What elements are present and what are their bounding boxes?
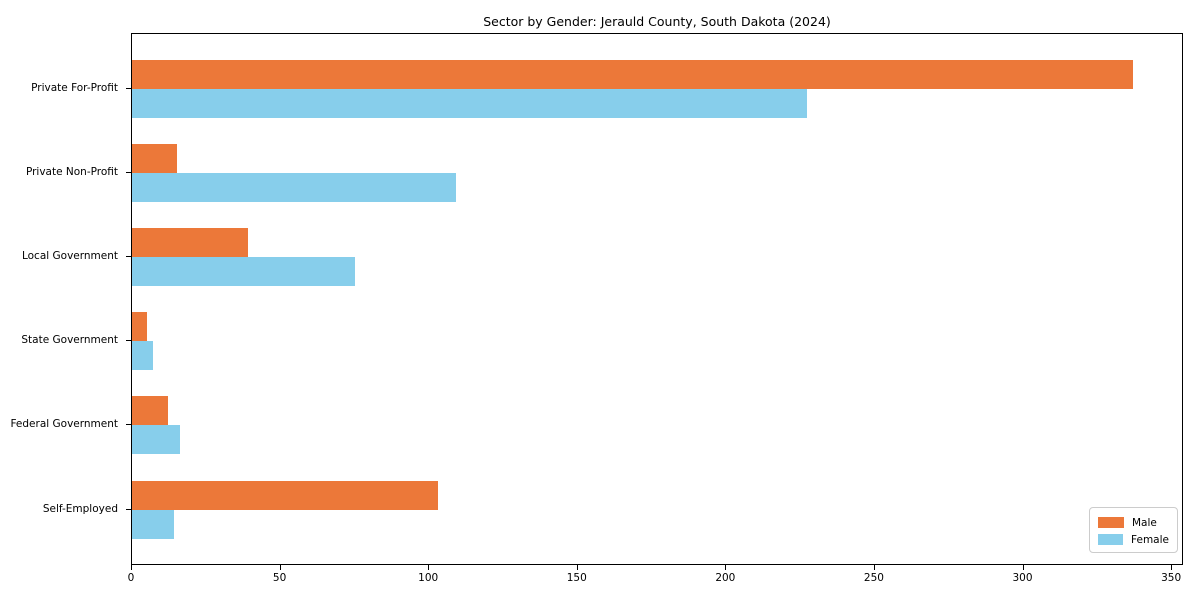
female-series-swatch (1098, 534, 1124, 545)
bar-female-2 (132, 257, 355, 287)
y-axis-tick-4 (126, 424, 131, 426)
x-axis-label-0: 0 (127, 572, 135, 584)
x-axis-tick-6 (1022, 565, 1024, 570)
bar-male-1 (132, 144, 177, 174)
y-axis-tick-1 (126, 172, 131, 174)
bar-female-1 (132, 173, 456, 203)
x-axis-tick-0 (131, 565, 132, 570)
x-axis-label-2: 100 (418, 572, 439, 584)
legend: Male Female (1089, 507, 1178, 553)
x-axis-tick-1 (279, 565, 281, 570)
y-axis-tick-3 (126, 340, 131, 342)
x-axis-tick-5 (873, 565, 875, 570)
legend-item-male: Male (1098, 515, 1169, 531)
bar-female-5 (132, 509, 174, 539)
bar-male-5 (132, 480, 439, 510)
x-axis-label-7: 350 (1161, 572, 1182, 584)
x-axis-label-4: 200 (715, 572, 736, 584)
legend-item-female: Female (1098, 532, 1169, 548)
y-axis-label-0: Private For-Profit (31, 82, 118, 94)
bar-male-3 (132, 312, 147, 342)
y-axis-label-2: Local Government (21, 250, 118, 263)
y-axis-label-1: Private Non-Profit (25, 166, 118, 179)
legend-label-male: Male (1132, 516, 1157, 529)
x-axis-tick-7 (1171, 565, 1173, 570)
y-axis-label-5: Self-Employed (42, 502, 118, 515)
y-axis-tick-0 (126, 88, 131, 89)
chart-title: Sector by Gender: Jerauld County, South … (483, 14, 831, 29)
y-axis-label-4: Federal Government (10, 418, 118, 431)
x-axis-label-3: 150 (566, 572, 587, 584)
bar-male-2 (132, 228, 248, 258)
x-axis-label-1: 50 (272, 572, 287, 584)
x-axis-tick-4 (725, 565, 727, 570)
bar-female-4 (132, 425, 180, 455)
legend-label-female: Female (1131, 533, 1169, 546)
bar-male-4 (132, 396, 168, 426)
x-axis-label-5: 250 (863, 572, 884, 584)
bar-female-0 (132, 89, 807, 118)
bar-male-0 (132, 60, 1134, 89)
y-axis-label-3: State Government (21, 334, 118, 347)
x-axis-tick-2 (428, 565, 430, 570)
plot-area (131, 33, 1183, 565)
y-axis-tick-5 (126, 508, 131, 510)
x-axis-label-6: 300 (1012, 572, 1033, 584)
x-axis-tick-3 (576, 565, 578, 570)
bar-female-3 (132, 341, 153, 371)
y-axis-tick-2 (126, 256, 131, 258)
male-series-swatch (1098, 517, 1124, 528)
